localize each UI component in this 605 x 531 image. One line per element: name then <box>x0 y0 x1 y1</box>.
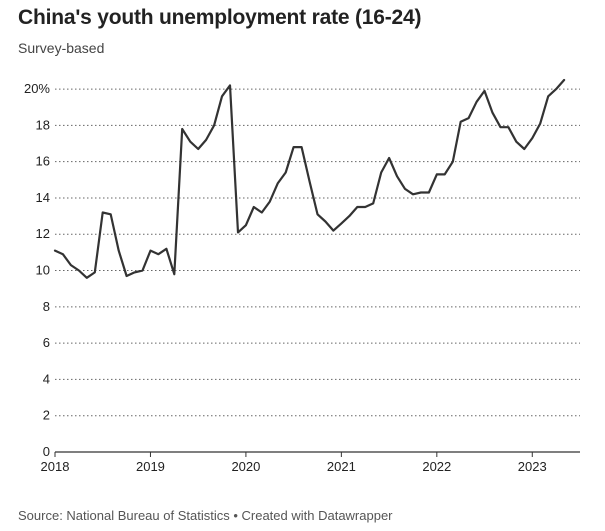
y-tick-label: 20% <box>24 81 50 96</box>
y-tick-label: 8 <box>43 299 50 314</box>
y-tick-label: 12 <box>36 226 50 241</box>
y-tick-label: 10 <box>36 263 50 278</box>
chart-subtitle: Survey-based <box>18 40 105 56</box>
x-tick-label: 2023 <box>518 459 547 474</box>
x-tick-label: 2021 <box>327 459 356 474</box>
x-tick-label: 2018 <box>41 459 70 474</box>
y-tick-label: 4 <box>43 371 50 386</box>
x-tick-label: 2019 <box>136 459 165 474</box>
x-tick-label: 2020 <box>231 459 260 474</box>
grid-lines <box>55 88 580 417</box>
y-tick-label: 2 <box>43 408 50 423</box>
y-tick-label: 14 <box>36 190 50 205</box>
y-tick-label: 18 <box>36 117 50 132</box>
y-axis-labels: 0 2 4 6 8 10 12 14 16 18 20% <box>24 81 50 459</box>
source-note: Source: National Bureau of Statistics • … <box>18 508 393 523</box>
y-tick-label: 0 <box>43 444 50 459</box>
chart-title: China's youth unemployment rate (16-24) <box>18 6 422 29</box>
y-tick-label: 6 <box>43 335 50 350</box>
y-tick-label: 16 <box>36 154 50 169</box>
x-axis: 2018 2019 2020 2021 2022 2023 <box>41 451 580 474</box>
series-layer <box>53 78 566 279</box>
series-line <box>53 78 566 279</box>
x-tick-label: 2022 <box>422 459 451 474</box>
